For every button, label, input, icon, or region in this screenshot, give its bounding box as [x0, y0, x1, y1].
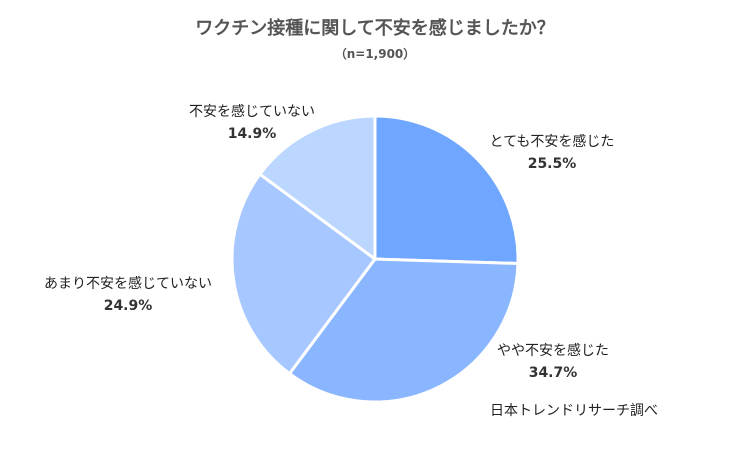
slice-value-label: 34.7% — [529, 365, 578, 381]
slice-label: とても不安を感じた — [490, 133, 615, 150]
pie-slice — [258, 114, 377, 261]
slice-value-label: 14.9% — [228, 126, 277, 142]
pie-slice — [230, 172, 377, 376]
pie-slices — [230, 114, 520, 404]
chart-title: ワクチン接種に関して不安を感じましたか？ — [195, 18, 555, 39]
pie-slice — [373, 114, 520, 265]
chart-subtitle: （n=1,900） — [334, 47, 416, 61]
slice-label: やや不安を感じた — [497, 342, 609, 359]
slice-value-label: 24.9% — [104, 298, 153, 314]
slice-value-label: 25.5% — [528, 156, 577, 172]
pie-slice — [288, 257, 520, 404]
slice-label: 不安を感じていない — [189, 103, 315, 120]
slice-label: あまり不安を感じていない — [44, 275, 212, 292]
pie-labels: とても不安を感じた 25.5% やや不安を感じた 34.7% あまり不安を感じていない 2… — [44, 103, 614, 381]
source-note: 日本トレンドリサーチ調べ — [490, 403, 658, 419]
